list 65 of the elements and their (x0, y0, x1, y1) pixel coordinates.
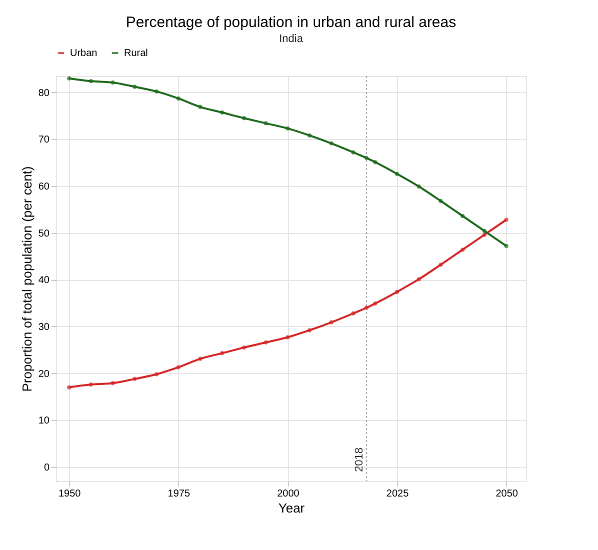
point (351, 311, 356, 316)
point (438, 262, 443, 267)
x-axis-title: Year (278, 500, 306, 516)
point (132, 376, 137, 382)
chart-subtitle: India (279, 33, 304, 45)
point (286, 335, 290, 340)
x-tick-label: 1975 (168, 488, 190, 500)
point (416, 277, 422, 282)
point (198, 356, 202, 361)
point (460, 248, 465, 252)
y-tick-label: 40 (38, 275, 50, 286)
point (364, 156, 369, 160)
point (482, 228, 487, 234)
point (373, 160, 378, 164)
point (504, 244, 508, 248)
point (329, 141, 334, 146)
y-tick-label: 0 (44, 462, 50, 474)
y-axis-title: Proportion of total population (per cent) (19, 166, 34, 392)
y-tick-label: 20 (38, 368, 50, 380)
y-tick-label: 50 (38, 228, 50, 240)
point (307, 133, 312, 138)
point (242, 345, 246, 350)
point (220, 351, 224, 356)
point (88, 382, 94, 387)
point (66, 76, 72, 80)
point (66, 385, 72, 390)
x-tick-label: 1950 (58, 488, 82, 500)
y-tick-label: 80 (38, 88, 50, 99)
y-tick-label: 70 (38, 134, 50, 146)
point (364, 306, 369, 310)
point (220, 110, 224, 115)
point (394, 290, 400, 294)
point (110, 80, 115, 85)
legend-label: Rural (124, 48, 148, 59)
legend-label: Urban (70, 48, 98, 59)
point (176, 96, 181, 101)
point (110, 381, 115, 386)
point (416, 184, 422, 189)
point (154, 89, 159, 94)
point (176, 365, 181, 370)
point (351, 150, 356, 154)
chart-title: Percentage of population in urban and rural areas (126, 14, 456, 31)
point (132, 84, 137, 89)
point (482, 232, 487, 237)
point (373, 301, 378, 306)
point (286, 126, 290, 131)
point (307, 328, 312, 332)
y-tick-label: 30 (38, 322, 50, 333)
point (264, 340, 268, 345)
x-tick-label: 2000 (277, 488, 300, 500)
point (198, 104, 202, 110)
ref-line-label: 2018 (353, 448, 366, 472)
point (438, 198, 443, 204)
point (329, 320, 334, 324)
point (460, 214, 465, 218)
x-tick-label: 2025 (386, 488, 410, 500)
point (88, 79, 94, 84)
point (394, 172, 400, 176)
point (504, 218, 508, 222)
y-tick-label: 60 (38, 182, 50, 193)
point (154, 372, 159, 376)
point (242, 116, 246, 120)
point (264, 121, 268, 126)
x-tick-label: 2050 (496, 488, 518, 500)
y-tick-label: 10 (38, 416, 50, 427)
